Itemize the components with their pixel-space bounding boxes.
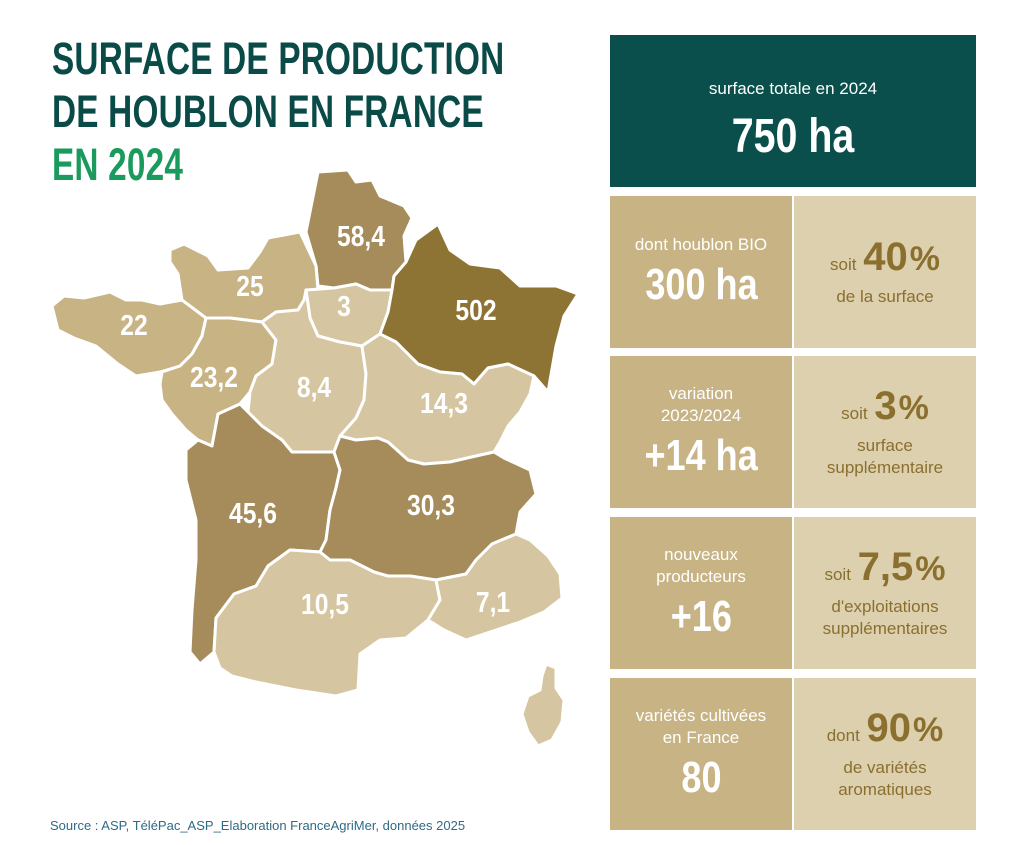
stat-percent-value: 7,5: [857, 545, 914, 589]
stat-description: surface supplémentaire: [826, 436, 944, 477]
stat-label: variétés cultivées en France: [635, 706, 767, 747]
stat-left-cell: variétés cultivées en France 80: [610, 678, 792, 830]
stat-row-producers: nouveaux producteurs +16 soit 7,5% d'exp…: [610, 517, 976, 669]
region-value-ile-de-france: 3: [337, 290, 351, 322]
stat-percentage: soit 40%: [830, 236, 940, 286]
stat-percent-value: 3: [874, 384, 897, 428]
stat-percent-symbol: %: [915, 550, 946, 588]
stat-label: variation 2023/2024: [660, 384, 742, 425]
region-value-bretagne: 22: [120, 309, 147, 341]
region-provence-alpes-cote-d-azur[interactable]: [426, 532, 564, 642]
region-value-grand-est: 502: [455, 294, 496, 326]
stat-left-cell: variation 2023/2024 +14 ha: [610, 356, 792, 508]
total-surface-panel: surface totale en 2024 750 ha: [610, 35, 976, 187]
region-value-centre-val-de-loire: 8,4: [297, 371, 331, 403]
stat-prefix: soit: [824, 565, 851, 584]
stat-value: 300 ha: [644, 260, 758, 309]
stat-percent-symbol: %: [909, 240, 940, 278]
stat-row-bio: dont houblon BIO 300 ha soit 40% de la s…: [610, 196, 976, 348]
stat-percent-symbol: %: [913, 711, 944, 749]
stat-percentage: soit 7,5%: [824, 546, 945, 596]
region-value-nouvelle-aquitaine: 45,6: [229, 497, 277, 529]
stat-percentage: dont 90%: [827, 707, 944, 757]
region-value-normandie: 25: [236, 270, 263, 302]
region-value-occitanie: 10,5: [301, 588, 349, 620]
infographic-title: SURFACE DE PRODUCTION DE HOUBLON EN FRAN…: [52, 32, 504, 191]
stat-value: +14 ha: [644, 431, 758, 480]
stat-label: dont houblon BIO: [634, 235, 768, 254]
region-value-pays-de-la-loire: 23,2: [190, 361, 238, 393]
total-surface-label: surface totale en 2024: [708, 79, 878, 98]
region-value-provence-alpes-cote-d-azur: 7,1: [476, 586, 510, 618]
stat-prefix: soit: [830, 255, 857, 274]
title-line-1: SURFACE DE PRODUCTION: [52, 33, 505, 84]
stat-right-cell: soit 3% surface supplémentaire: [794, 356, 976, 508]
stat-description: de variétés aromatiques: [838, 758, 932, 799]
stat-right-cell: soit 40% de la surface: [794, 196, 976, 348]
title-line-2: DE HOUBLON EN FRANCE: [52, 86, 484, 137]
stat-value: +16: [670, 592, 732, 641]
france-regions-map: 58,4 25 3 502 22 23,2 8,4 14,3 45,6 30,3 10,5 7,1: [50, 168, 580, 748]
stat-left-cell: dont houblon BIO 300 ha: [610, 196, 792, 348]
title-year: EN 2024: [52, 139, 184, 190]
stat-label: nouveaux producteurs: [656, 545, 746, 586]
stat-row-varieties: variétés cultivées en France 80 dont 90%…: [610, 678, 976, 830]
stat-percentage: soit 3%: [841, 385, 929, 435]
stat-right-cell: soit 7,5% d'exploitations supplémentaire…: [794, 517, 976, 669]
stat-right-cell: dont 90% de variétés aromatiques: [794, 678, 976, 830]
stat-left-cell: nouveaux producteurs +16: [610, 517, 792, 669]
stat-description: d'exploitations supplémentaires: [822, 597, 948, 638]
region-value-hauts-de-france: 58,4: [337, 220, 385, 252]
stat-percent-value: 90: [866, 706, 912, 750]
region-corse[interactable]: [520, 662, 566, 748]
stat-value: 80: [680, 753, 722, 802]
source-note: Source : ASP, TéléPac_ASP_Elaboration Fr…: [50, 818, 466, 833]
region-value-bourgogne-franche-comte: 14,3: [420, 387, 468, 419]
stat-row-variation: variation 2023/2024 +14 ha soit 3% surfa…: [610, 356, 976, 508]
stat-prefix: dont: [826, 726, 860, 745]
stat-description: de la surface: [836, 287, 934, 306]
total-surface-value: 750 ha: [731, 110, 855, 163]
stat-percent-value: 40: [863, 235, 908, 279]
region-value-auvergne-rhone-alpes: 30,3: [407, 489, 455, 521]
stat-percent-symbol: %: [898, 389, 929, 427]
stat-prefix: soit: [841, 404, 868, 423]
